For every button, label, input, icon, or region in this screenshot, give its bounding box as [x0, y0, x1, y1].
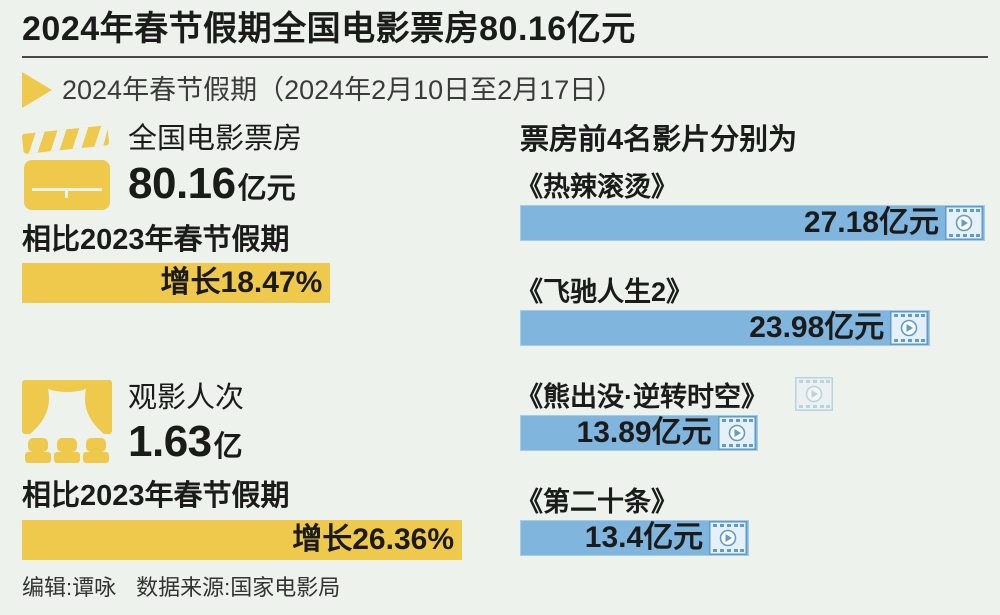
bar-unit: 亿元	[643, 521, 704, 554]
admissions-value: 1.63	[128, 417, 212, 466]
film-play-icon	[890, 311, 929, 345]
bar-unit: 亿元	[879, 206, 939, 239]
film-play-icon	[709, 521, 748, 555]
growth-prefix: 增长	[160, 266, 221, 299]
admissions-label: 观影人次	[128, 382, 245, 414]
box-office-total: 80.16亿元	[128, 158, 296, 220]
box-office-value-label: 27.18亿元	[804, 205, 939, 241]
data-source: 数据来源:国家电影局	[136, 575, 341, 600]
box-office-value-label: 13.89亿元	[577, 415, 712, 451]
title-divider	[22, 56, 988, 58]
admissions-total: 1.63亿	[128, 416, 243, 478]
bar-unit: 亿元	[651, 416, 712, 449]
film-play-icon	[795, 377, 833, 411]
film-row: 《第二十条》 13.4亿元	[516, 485, 988, 565]
film-play-icon	[717, 416, 756, 450]
film-name: 《第二十条》	[516, 487, 678, 517]
film-name: 《熊出没·逆转时空》	[516, 382, 768, 412]
editor-credit: 编辑:谭咏	[22, 575, 117, 600]
growth-unit: %	[295, 266, 323, 299]
film-name: 《热辣滚烫》	[516, 172, 678, 202]
box-office-bar: 13.89亿元	[520, 415, 758, 451]
growth-bar: 增长26.36%	[22, 520, 462, 560]
box-office-compare-label: 相比2023年春节假期	[22, 224, 290, 256]
bar-value: 23.98	[749, 311, 825, 344]
box-office-label: 全国电影票房	[128, 123, 303, 155]
film-name: 《飞驰人生2》	[516, 277, 694, 307]
box-office-bar: 27.18亿元	[520, 205, 985, 241]
growth-value-label: 增长18.47%	[161, 263, 323, 303]
film-row: 《飞驰人生2》 23.98亿元	[516, 275, 988, 355]
footer: 编辑:谭咏 数据来源:国家电影局	[22, 572, 340, 604]
admissions-unit: 亿	[213, 431, 243, 463]
film-row: 《熊出没·逆转时空》 13.89亿元	[516, 380, 988, 460]
growth-unit: %	[427, 523, 454, 556]
clapperboard-icon	[22, 125, 110, 210]
bar-value: 13.4	[584, 521, 644, 554]
page-title: 2024年春节假期全国电影票房80.16亿元	[22, 10, 636, 48]
box-office-value: 80.16	[128, 159, 236, 208]
growth-prefix: 增长	[292, 523, 353, 556]
theater-curtain-icon	[22, 380, 112, 463]
box-office-value-label: 23.98亿元	[749, 310, 884, 346]
growth-bar: 增长18.47%	[22, 263, 331, 303]
bar-value: 27.18	[803, 206, 879, 239]
admissions-compare-label: 相比2023年春节假期	[22, 480, 290, 512]
growth-value: 26.36	[352, 523, 428, 556]
box-office-unit: 亿元	[237, 173, 296, 205]
top-films-title: 票房前4名影片分别为	[520, 124, 798, 156]
growth-value-label: 增长26.36%	[292, 520, 454, 560]
film-row: 《热辣滚烫》 27.18亿元	[516, 170, 988, 250]
triangle-bullet-icon	[22, 72, 52, 108]
box-office-value-label: 13.4亿元	[585, 520, 703, 556]
subtitle: 2024年春节假期（2024年2月10日至2月17日）	[62, 75, 624, 105]
bar-value: 13.89	[576, 416, 652, 449]
film-play-icon	[945, 206, 983, 240]
box-office-bar: 23.98亿元	[520, 310, 931, 346]
box-office-bar: 13.4亿元	[520, 520, 750, 556]
growth-value: 18.47	[220, 266, 296, 299]
bar-unit: 亿元	[824, 311, 885, 344]
